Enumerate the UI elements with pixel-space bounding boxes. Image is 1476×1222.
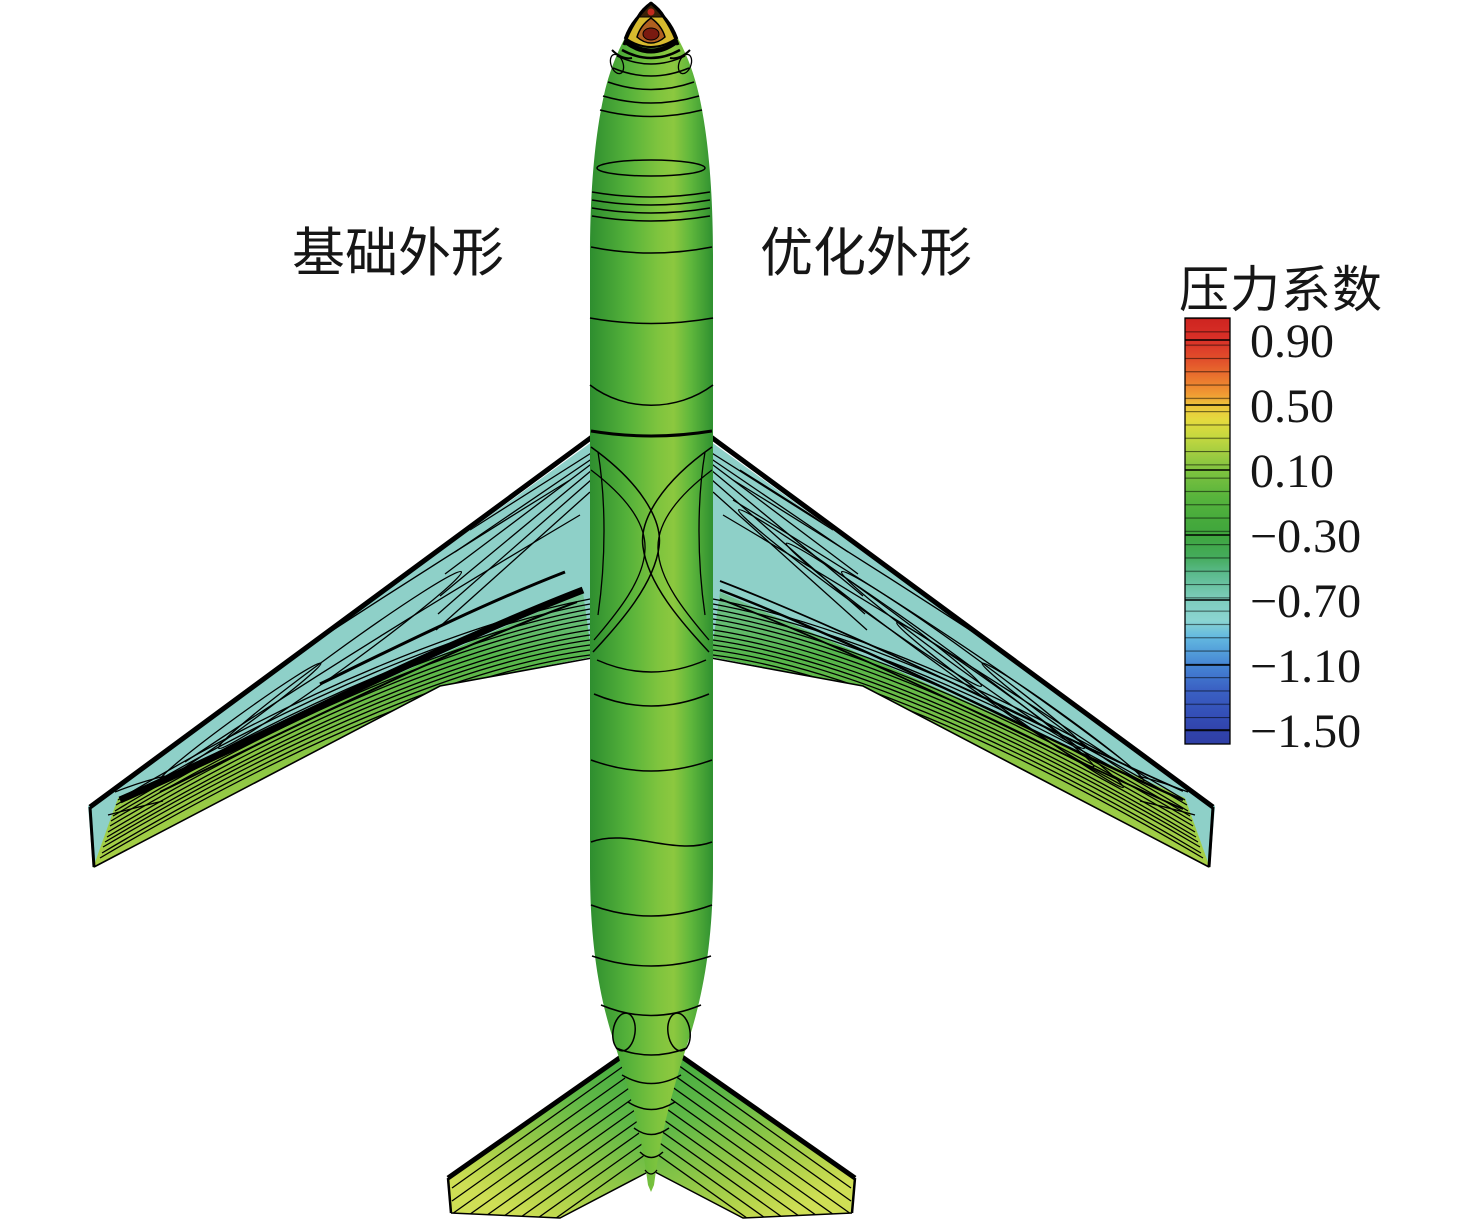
fuselage [590, 3, 713, 1192]
optimized-wing-diffused-shock [719, 469, 1184, 810]
legend-tick-label: −0.30 [1250, 510, 1361, 563]
legend-tick-label: −0.70 [1250, 575, 1361, 628]
colorbar-tick-labels: 0.90 0.50 0.10 −0.30 −0.70 −1.10 −1.50 [1250, 315, 1361, 758]
horizontal-tail-right [654, 1038, 855, 1222]
legend-title: 压力系数 [1179, 262, 1383, 318]
stagnation-peak [647, 8, 655, 16]
fuselage-contour-lines [589, 53, 714, 1175]
legend-tick-label: 0.50 [1250, 380, 1334, 433]
legend-tick-label: −1.50 [1250, 705, 1361, 758]
nose-stagnation-spot [611, 1, 691, 60]
baseline-wing-shock-band [118, 570, 585, 804]
legend: 压力系数 0.90 0.50 0.10 −0.30 −0.70 −1.10 −1… [1179, 262, 1383, 758]
right-wing-optimized [703, 436, 1215, 868]
horizontal-tail-left [448, 1038, 649, 1222]
left-wing-baseline [88, 436, 600, 868]
colorbar-minor-bands [1185, 318, 1230, 744]
colorbar-major-ticks [1185, 339, 1230, 731]
legend-tick-label: 0.90 [1250, 315, 1334, 368]
label-baseline-shape: 基础外形 [292, 225, 504, 283]
legend-tick-label: −1.10 [1250, 640, 1361, 693]
colorbar-border [1184, 317, 1231, 745]
label-optimized-shape: 优化外形 [760, 225, 972, 283]
legend-tick-label: 0.10 [1250, 445, 1334, 498]
